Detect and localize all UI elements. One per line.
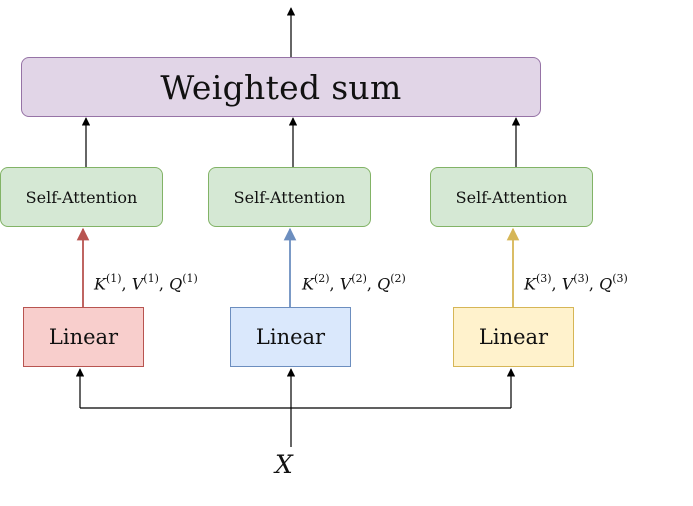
kvq-label-1: K(1), V(1), Q(1) <box>94 272 198 294</box>
input-x-label: X <box>275 450 293 479</box>
self-attention-box-3: Self-Attention <box>430 167 593 227</box>
self-attention-box-1: Self-Attention <box>0 167 163 227</box>
self-attention-label: Self-Attention <box>455 187 568 207</box>
linear-label: Linear <box>478 325 549 349</box>
linear-box-3: Linear <box>453 307 574 367</box>
kvq-label-3: K(3), V(3), Q(3) <box>524 272 628 294</box>
self-attention-label: Self-Attention <box>25 187 138 207</box>
linear-label: Linear <box>48 325 119 349</box>
self-attention-box-2: Self-Attention <box>208 167 371 227</box>
linear-box-2: Linear <box>230 307 351 367</box>
kvq-label-2: K(2), V(2), Q(2) <box>302 272 406 294</box>
linear-box-1: Linear <box>23 307 144 367</box>
weighted-sum-box: Weighted sum <box>21 57 541 117</box>
linear-label: Linear <box>255 325 326 349</box>
self-attention-label: Self-Attention <box>233 187 346 207</box>
weighted-sum-label: Weighted sum <box>160 67 402 107</box>
